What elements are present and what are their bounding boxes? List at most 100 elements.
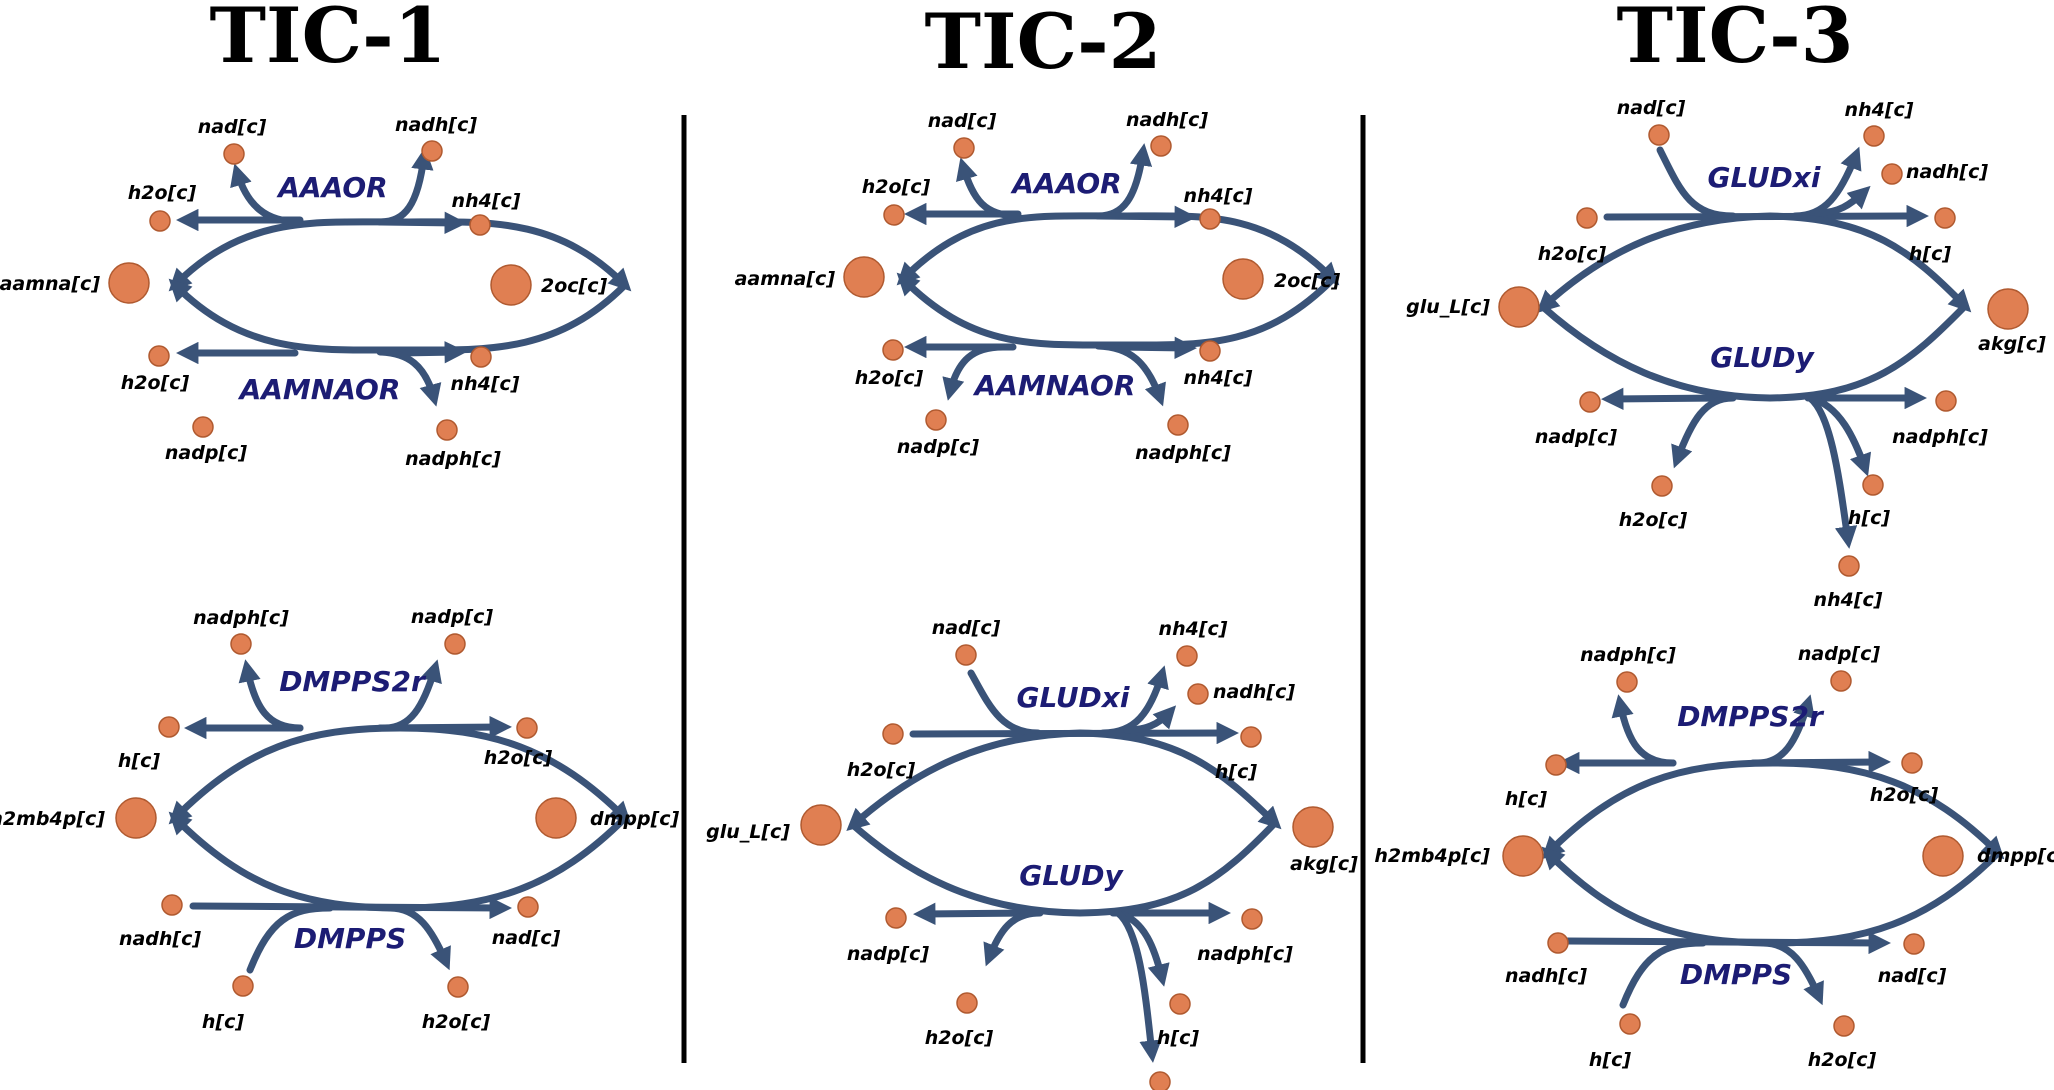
metabolite-node: [192, 416, 214, 438]
flux-edge: [1114, 909, 1170, 987]
reaction-label: GLUDy: [1019, 859, 1124, 892]
panel-title-tic-2: TIC-2: [924, 0, 1161, 86]
metabolite-label: nadh[c]: [119, 928, 201, 950]
metabolite-label: nadp[c]: [1535, 426, 1617, 448]
metabolite-node: [1176, 645, 1198, 667]
metabolite-node: [1169, 993, 1191, 1015]
flux-edge: [896, 272, 1337, 349]
metabolite-label: nad[c]: [1617, 97, 1686, 119]
metabolite-label: h2o[c]: [1870, 784, 1939, 806]
metabolite-label: h2o[c]: [422, 1011, 491, 1033]
flux-edge: [376, 348, 442, 407]
reaction-label: DMPPS2r: [279, 665, 427, 698]
metabolite-node: [470, 346, 492, 368]
metabolite-node: [1934, 207, 1956, 229]
flux-edge: [1671, 394, 1737, 469]
metabolite-label: h[c]: [1505, 788, 1547, 810]
metabolite-label: h2o[c]: [1808, 1049, 1877, 1071]
metabolite-node: [223, 143, 245, 165]
flux-edge: [1562, 931, 1891, 955]
metabolite-label: h2o[c]: [484, 747, 553, 769]
metabolite-node: [161, 894, 183, 916]
metabolite-label: 2oc[c]: [541, 275, 607, 297]
metabolite-label: h2o[c]: [128, 182, 197, 204]
metabolite-label: nadph[c]: [1892, 426, 1988, 448]
flux-edge: [376, 211, 467, 235]
metabolite-label: h2mb4p[c]: [1374, 845, 1490, 867]
metabolite-label: nadph[c]: [1197, 943, 1293, 965]
metabolite-label: aamna[c]: [735, 268, 836, 290]
metabolite-node: [1167, 414, 1189, 436]
flux-edge: [1094, 205, 1197, 229]
metabolite-label: nad[c]: [492, 927, 561, 949]
metabolite-label: dmpp[c]: [590, 808, 680, 830]
flux-edge: [1611, 694, 1677, 767]
metabolite-node: [1498, 286, 1540, 328]
metabolite-node: [230, 633, 252, 655]
flux-edge: [246, 904, 334, 974]
metabolite-node: [447, 976, 469, 998]
panel-title-tic-3: TIC-3: [1616, 0, 1853, 80]
metabolite-node: [1922, 835, 1964, 877]
metabolite-node: [1241, 908, 1263, 930]
metabolite-label: nadh[c]: [1906, 161, 1988, 183]
reaction-label: GLUDxi: [1708, 161, 1821, 194]
metabolite-node: [1830, 670, 1852, 692]
metabolite-label: nad[c]: [1878, 965, 1947, 987]
flux-edge: [1806, 394, 1858, 549]
metabolite-label: nh4[c]: [1184, 185, 1253, 207]
metabolite-node: [1150, 135, 1172, 157]
metabolite-node: [115, 797, 157, 839]
metabolite-label: nadh[c]: [1505, 965, 1587, 987]
flux-edge: [1749, 750, 1891, 774]
tic1-top-module: AAAOR AAMNAOR aamna[c] 2oc[c] nad[c] h2o…: [0, 114, 632, 470]
metabolite-label: h[c]: [1909, 243, 1951, 265]
metabolite-label: nadh[c]: [1126, 109, 1208, 131]
metabolite-node: [883, 204, 905, 226]
reaction-label: AAAOR: [276, 171, 388, 204]
metabolite-node: [1881, 163, 1903, 185]
metabolite-label: h2o[c]: [862, 176, 931, 198]
metabolite-label: nadp[c]: [411, 606, 493, 628]
flux-edge: [956, 157, 1022, 220]
metabolite-node: [1619, 1013, 1641, 1035]
metabolite-label: aamna[c]: [0, 273, 100, 295]
metabolite-node: [1616, 671, 1638, 693]
metabolite-label: nad[c]: [932, 617, 1001, 639]
metabolite-label: 2oc[c]: [1274, 270, 1340, 292]
metabolite-label: nad[c]: [928, 110, 997, 132]
metabolite-node: [1903, 933, 1925, 955]
metabolite-node: [516, 717, 538, 739]
metabolite-node: [1547, 932, 1569, 954]
metabolite-label: glu_L[c]: [1406, 296, 1490, 318]
metabolite-node: [843, 256, 885, 298]
metabolite-node: [535, 797, 577, 839]
metabolite-label: h2o[c]: [847, 759, 916, 781]
metabolite-label: nad[c]: [198, 116, 267, 138]
tic1-bottom-module: DMPPS2r DMPPS h2mb4p[c] dmpp[c] nadph[c]…: [0, 606, 680, 1033]
metabolite-node: [1651, 475, 1673, 497]
panel-title-tic-1: TIC-1: [209, 0, 446, 80]
metabolite-node: [1838, 555, 1860, 577]
metabolite-node: [925, 409, 947, 431]
metabolite-node: [882, 339, 904, 361]
metabolite-label: h2o[c]: [1538, 243, 1607, 265]
metabolite-node: [1901, 752, 1923, 774]
metabolite-label: nadp[c]: [847, 943, 929, 965]
reaction-label: DMPPS2r: [1677, 700, 1825, 733]
metabolite-label: h[c]: [118, 750, 160, 772]
flux-edge: [386, 904, 451, 971]
metabolite-label: h[c]: [1157, 1027, 1199, 1049]
metabolite-node: [444, 633, 466, 655]
reaction-label: DMPPS: [1680, 958, 1792, 991]
metabolite-node: [490, 264, 532, 306]
metabolite-label: akg[c]: [1978, 333, 2046, 355]
flux-edge: [1759, 939, 1824, 1006]
metabolite-node: [1833, 1015, 1855, 1037]
metabolite-node: [1292, 806, 1334, 848]
reaction-label: GLUDxi: [1017, 681, 1130, 714]
metabolite-node: [158, 716, 180, 738]
metabolite-node: [1648, 124, 1670, 146]
metabolite-label: h[c]: [1215, 761, 1257, 783]
metabolite-node: [1576, 207, 1598, 229]
